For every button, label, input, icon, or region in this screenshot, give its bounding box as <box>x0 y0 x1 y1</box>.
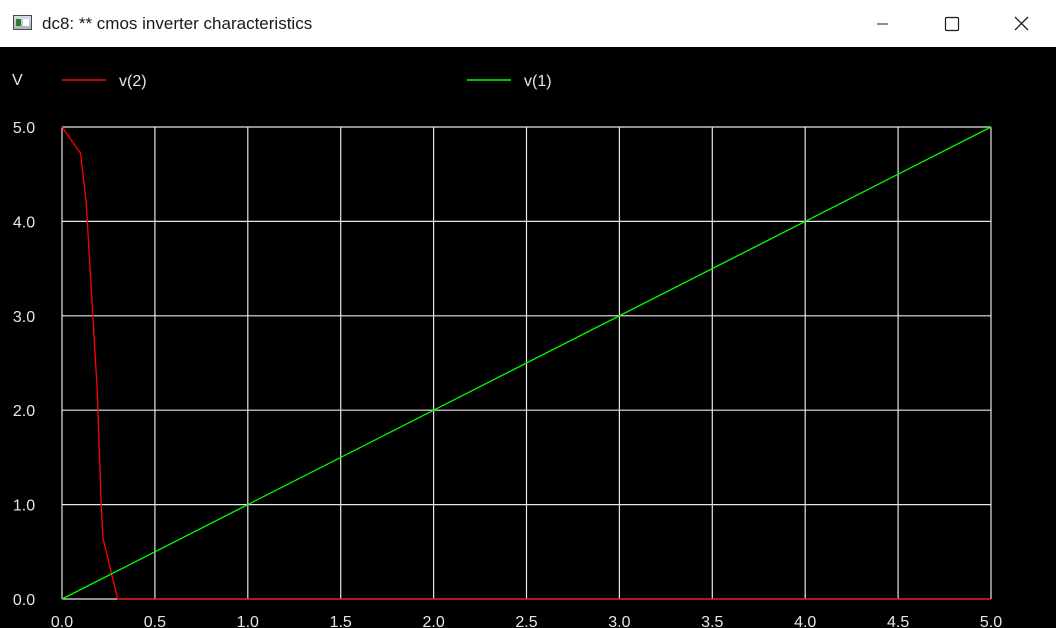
y-tick-label: 2.0 <box>13 403 35 420</box>
series-line-v1 <box>61 126 992 600</box>
chart-canvas[interactable]: 0.0 0.5 1.0 1.5 2.0 2.5 3.0 3.5 4.0 4.5 5.0 0.0 1.0 2… <box>0 47 1056 628</box>
window-title: dc8: ** cmos inverter characteristics <box>42 14 313 33</box>
x-tick-label: 4.0 <box>794 614 816 628</box>
minimize-button[interactable] <box>859 0 905 47</box>
x-tick-label: 2.0 <box>422 614 444 628</box>
series-line-v2 <box>61 126 991 600</box>
y-tick-label: 5.0 <box>13 120 35 137</box>
x-tick-label: 4.5 <box>887 614 909 628</box>
x-tick-label: 1.0 <box>237 614 259 628</box>
x-tick-label: 0.0 <box>51 614 73 628</box>
legend-label: v(1) <box>524 73 552 90</box>
x-tick-label: 1.5 <box>330 614 352 628</box>
minimize-icon <box>877 23 888 25</box>
x-tick-label: 5.0 <box>980 614 1002 628</box>
plot-window-icon[interactable] <box>13 15 32 30</box>
x-tick-label: 0.5 <box>144 614 166 628</box>
y-tick-label: 3.0 <box>13 309 35 326</box>
maximize-icon <box>944 16 960 32</box>
x-tick-label: 2.5 <box>515 614 537 628</box>
close-icon <box>1014 16 1029 31</box>
legend-label: v(2) <box>119 73 147 90</box>
maximize-button[interactable] <box>928 0 974 47</box>
x-tick-label: 3.5 <box>701 614 723 628</box>
x-tick-label: 3.0 <box>608 614 630 628</box>
y-tick-label: 4.0 <box>13 214 35 231</box>
y-tick-label: 0.0 <box>13 592 35 609</box>
close-button[interactable] <box>998 0 1044 47</box>
title-bar[interactable]: dc8: ** cmos inverter characteristics <box>0 0 1056 47</box>
grid-layer <box>61 126 992 600</box>
y-tick-label: 1.0 <box>13 498 35 515</box>
y-axis-label: V <box>12 72 23 89</box>
plot-area[interactable]: 0.0 0.5 1.0 1.5 2.0 2.5 3.0 3.5 4.0 4.5 5.0 0.0 1.0 2… <box>0 47 1056 628</box>
tick-labels: 0.0 0.5 1.0 1.5 2.0 2.5 3.0 3.5 4.0 4.5 5.0 0.0 1.0 2… <box>13 120 1002 628</box>
legend: v(2) v(1) <box>62 73 552 90</box>
series-layer <box>61 126 992 600</box>
